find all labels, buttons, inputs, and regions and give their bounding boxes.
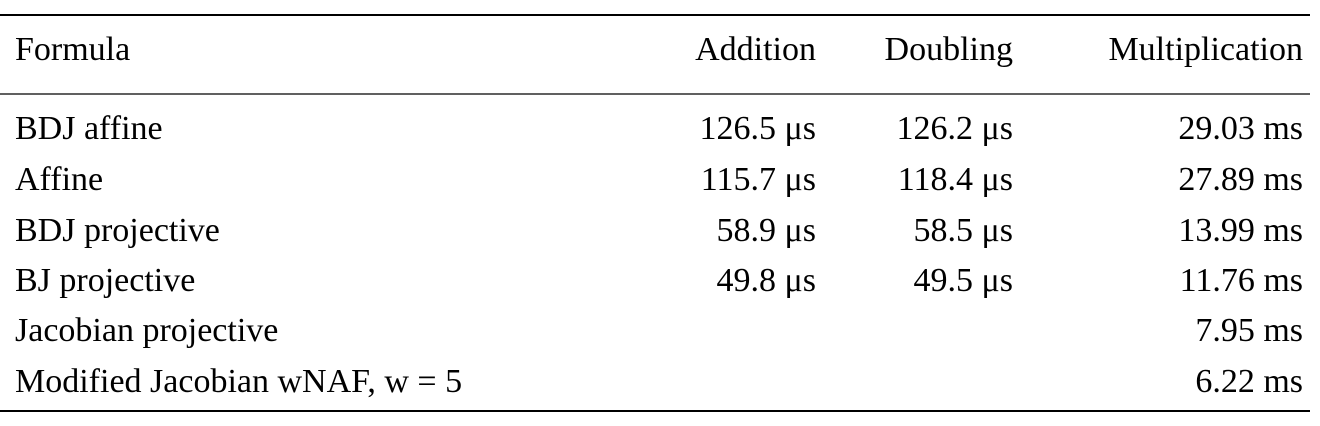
cell: 11.76 ms [1180, 262, 1303, 299]
cell: 29.03 ms [1178, 110, 1303, 147]
cell: 6.22 ms [1195, 363, 1303, 400]
cell: 126.2 μs [897, 110, 1013, 147]
cell: 27.89 ms [1178, 161, 1303, 198]
cell: 58.5 μs [914, 212, 1013, 249]
header-cell: Formula [15, 31, 130, 68]
cell: 126.5 μs [700, 110, 816, 147]
cell: 118.4 μs [898, 161, 1013, 198]
header-cell: Multiplication [1108, 31, 1303, 68]
row-label: BDJ affine [15, 110, 163, 147]
row-label: Affine [15, 161, 103, 198]
row-label: Modified Jacobian wNAF, w = 5 [15, 363, 462, 400]
cell: 7.95 ms [1195, 312, 1303, 349]
row-label: Jacobian projective [15, 312, 278, 349]
cell: 13.99 ms [1178, 212, 1303, 249]
cell: 58.9 μs [717, 212, 816, 249]
cell: 115.7 μs [701, 161, 816, 198]
row-label: BJ projective [15, 262, 195, 299]
cell: 49.5 μs [914, 262, 1013, 299]
cell: 49.8 μs [717, 262, 816, 299]
header-cell: Addition [695, 31, 816, 68]
row-label: BDJ projective [15, 212, 220, 249]
header-cell: Doubling [885, 31, 1013, 68]
